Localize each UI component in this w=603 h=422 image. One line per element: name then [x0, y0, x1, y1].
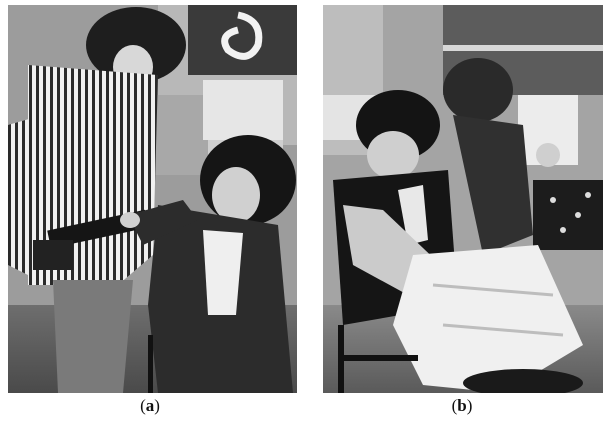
photo-a-illustration	[8, 5, 297, 393]
photo-panel-b	[323, 5, 603, 393]
photo-b-illustration	[323, 5, 603, 393]
caption-b: (b)	[451, 396, 473, 415]
photo-panel-a	[8, 5, 297, 393]
caption-a: (a)	[140, 396, 160, 415]
